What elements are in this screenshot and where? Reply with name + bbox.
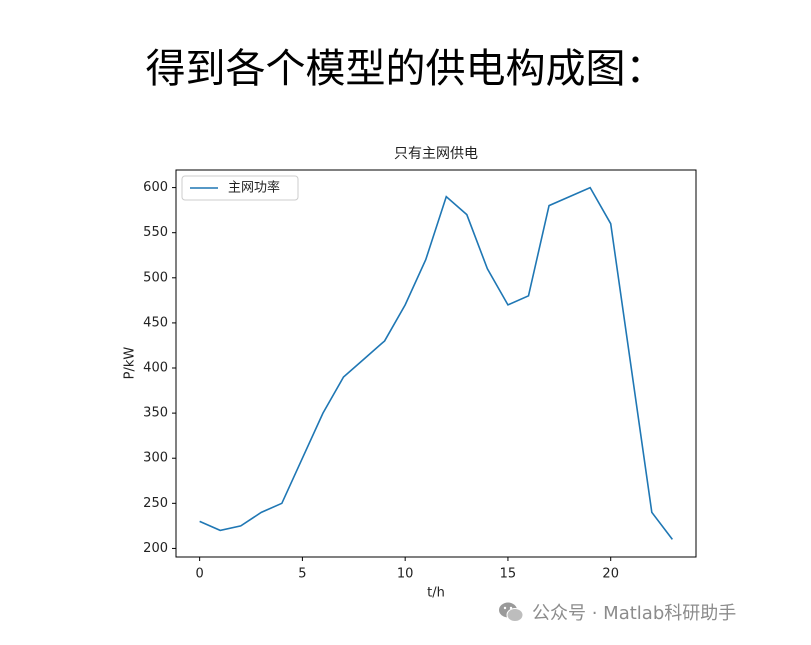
x-tick-label: 0 — [195, 567, 203, 582]
y-axis-label: P/kW — [123, 347, 138, 380]
x-tick-label: 20 — [602, 567, 619, 582]
watermark: 公众号 · Matlab科研助手 — [498, 598, 736, 626]
watermark-text: 公众号 · Matlab科研助手 — [532, 603, 737, 624]
y-tick-label: 250 — [143, 496, 168, 511]
chart-title: 只有主网供电 — [394, 146, 478, 162]
y-tick-label: 550 — [143, 225, 168, 240]
legend-box — [181, 175, 299, 201]
x-tick-label: 10 — [397, 567, 414, 582]
x-axis-label: t/h — [427, 586, 445, 601]
x-tick-label: 5 — [298, 567, 306, 582]
y-tick-label: 200 — [143, 541, 168, 556]
legend-label: 主网功率 — [228, 180, 280, 196]
heading: 得到各个模型的供电构成图： — [145, 46, 666, 91]
y-tick-label: 300 — [143, 451, 168, 466]
y-tick-label: 400 — [143, 361, 168, 376]
y-tick-label: 450 — [143, 315, 168, 330]
data-line — [199, 186, 674, 540]
plot-frame — [175, 169, 697, 558]
x-tick-label: 15 — [500, 567, 517, 582]
y-tick-label: 500 — [143, 270, 168, 285]
wechat-icon — [499, 602, 524, 622]
y-tick-label: 600 — [143, 180, 168, 195]
y-tick-label: 350 — [143, 406, 168, 421]
